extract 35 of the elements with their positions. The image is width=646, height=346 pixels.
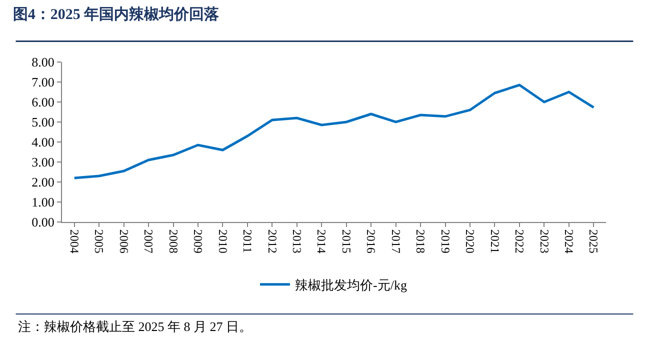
x-tick-label: 2015 (339, 229, 354, 254)
x-tick-label: 2011 (240, 229, 255, 253)
x-tick-label: 2006 (116, 229, 131, 254)
x-tick-label: 2025 (586, 229, 601, 254)
y-tick-label: 5.00 (32, 114, 54, 130)
y-tick-label: 3.00 (32, 154, 54, 170)
x-tick-label: 2009 (191, 229, 206, 254)
x-tick-label: 2018 (414, 229, 428, 254)
x-tick-label: 2016 (364, 229, 378, 254)
y-tick-label: 6.00 (32, 94, 54, 110)
x-tick-label: 2020 (463, 229, 478, 254)
x-tick-label: 2013 (290, 229, 304, 254)
chart-title: 图4：2025 年国内辣椒均价回落 (12, 6, 220, 24)
x-tick-label: 2004 (67, 229, 82, 254)
x-tick-label: 2021 (488, 229, 502, 254)
x-tick-label: 2019 (438, 229, 452, 254)
x-tick-label: 2024 (562, 229, 576, 254)
x-tick-label: 2005 (92, 229, 106, 254)
legend-label: 辣椒批发均价-元/kg (295, 277, 408, 292)
y-tick-label: 0.00 (32, 214, 54, 230)
x-tick-label: 2017 (388, 229, 403, 254)
text: 注：辣椒价格截止至 2025 年 8 月 27 日。 (18, 319, 252, 334)
line-series (73, 84, 595, 180)
y-tick-label: 8.00 (32, 54, 54, 70)
y-tick-label: 1.00 (32, 194, 54, 210)
x-tick-label: 2010 (216, 229, 230, 254)
x-tick-label: 2008 (166, 229, 180, 254)
x-tick-label: 2014 (314, 229, 329, 254)
x-tick-label: 2023 (537, 229, 552, 254)
x-tick-label: 2022 (512, 229, 527, 254)
y-tick-label: 7.00 (32, 74, 54, 90)
x-tick-label: 2007 (142, 229, 156, 254)
x-tick-label: 2012 (265, 229, 280, 254)
y-tick-label: 4.00 (32, 134, 54, 150)
y-tick-label: 2.00 (32, 174, 54, 190)
